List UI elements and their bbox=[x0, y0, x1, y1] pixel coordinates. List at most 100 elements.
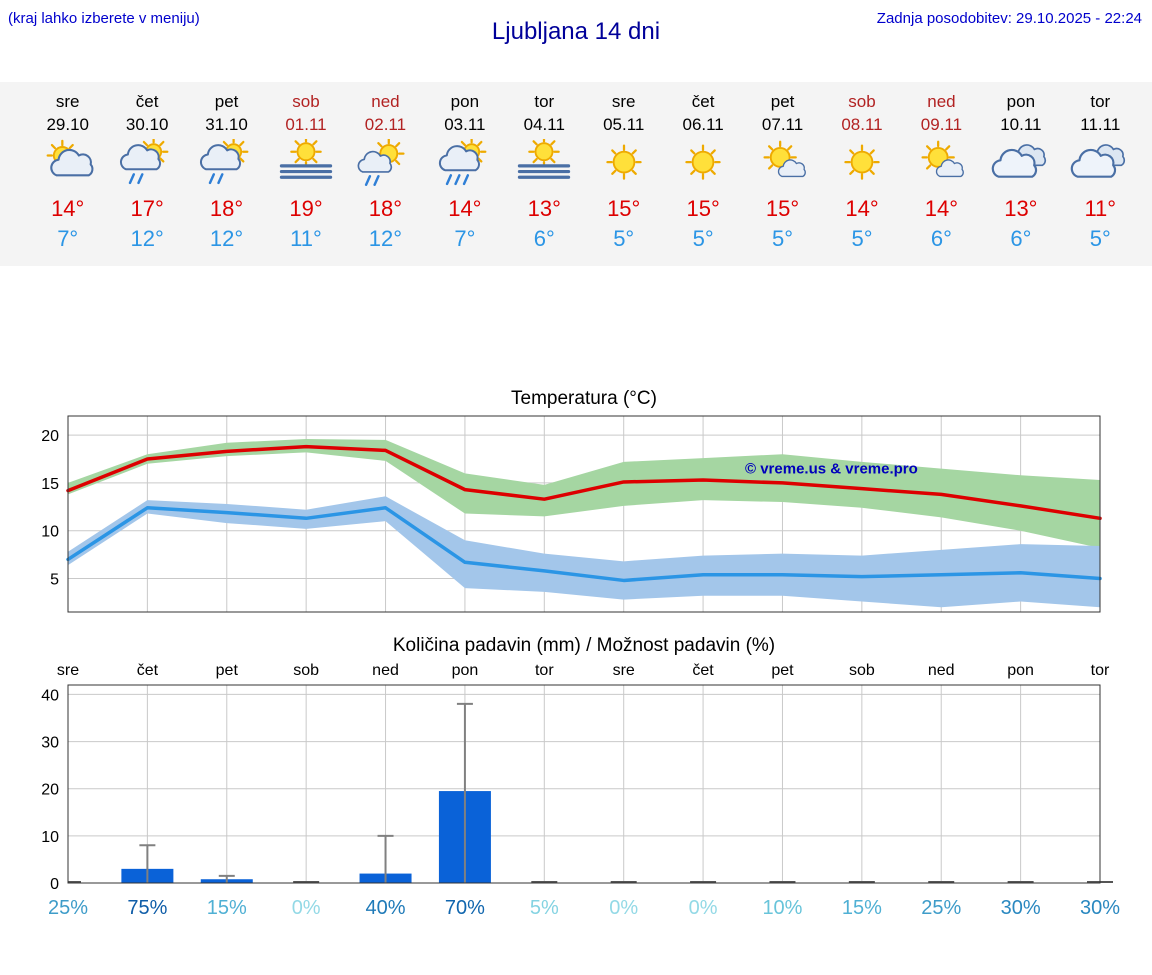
high-temp: 13° bbox=[527, 196, 561, 221]
sunny-icon bbox=[663, 139, 742, 191]
day-date: 03.11 bbox=[444, 115, 486, 134]
precip-probability: 5% bbox=[530, 897, 559, 919]
day-date: 08.11 bbox=[841, 115, 883, 134]
day-name: čet bbox=[691, 92, 715, 111]
low-temp: 5° bbox=[692, 226, 714, 251]
sun-showers-icon bbox=[346, 137, 425, 191]
menu-note: (kraj lahko izberete v meniju) bbox=[8, 10, 200, 27]
temp-ytick: 15 bbox=[41, 476, 59, 493]
precip-probability: 40% bbox=[366, 897, 406, 919]
forecast-day[interactable]: tor 04.11 13° 6° bbox=[505, 92, 584, 252]
forecast-day[interactable]: tor 11.11 11° 5° bbox=[1061, 92, 1140, 252]
forecast-day[interactable]: ned 02.11 18° 12° bbox=[346, 92, 425, 252]
low-temp: 12° bbox=[368, 226, 403, 251]
high-temp: 14° bbox=[845, 196, 879, 221]
forecast-day[interactable]: sob 01.11 19° 11° bbox=[266, 92, 345, 252]
min-temperature-band bbox=[68, 496, 1100, 608]
page-title: Ljubljana 14 dni bbox=[491, 18, 661, 45]
precip-day-label: pet bbox=[771, 662, 794, 679]
precip-probability: 25% bbox=[921, 897, 961, 919]
high-temp: 11° bbox=[1084, 196, 1117, 221]
precip-probability: 0% bbox=[292, 897, 321, 919]
day-name: pon bbox=[450, 92, 480, 111]
zero-bar-tick bbox=[928, 881, 955, 883]
precip-ytick: 20 bbox=[41, 782, 59, 799]
precip-day-label: ned bbox=[372, 662, 399, 679]
forecast-day[interactable]: sob 08.11 14° 5° bbox=[822, 92, 901, 252]
high-temp: 14° bbox=[51, 196, 85, 221]
zero-bar-tick bbox=[690, 881, 717, 883]
high-temp: 15° bbox=[686, 196, 720, 221]
precip-ytick: 30 bbox=[41, 735, 59, 752]
precip-probability: 0% bbox=[609, 897, 638, 919]
header-bar: (kraj lahko izberete v meniju) Ljubljana… bbox=[0, 0, 1152, 58]
zero-bar-tick bbox=[1007, 881, 1034, 883]
precipitation-chart: Količina padavin (mm) / Možnost padavin … bbox=[0, 633, 1152, 932]
day-date: 31.10 bbox=[205, 115, 248, 134]
precip-probability: 30% bbox=[1001, 897, 1041, 919]
temp-ytick: 5 bbox=[50, 572, 59, 589]
precip-probability: 0% bbox=[689, 897, 718, 919]
day-date: 11.11 bbox=[1080, 115, 1121, 134]
precip-probability: 25% bbox=[48, 897, 88, 919]
sun-cloud-icon bbox=[28, 139, 107, 191]
precip-probability: 15% bbox=[207, 897, 247, 919]
precip-chart-title: Količina padavin (mm) / Možnost padavin … bbox=[393, 635, 775, 656]
sun-small-cloud-icon bbox=[902, 139, 981, 191]
sun-small-cloud-icon bbox=[743, 139, 822, 191]
day-date: 01.11 bbox=[285, 115, 327, 134]
day-date: 10.11 bbox=[1000, 115, 1042, 134]
high-temp: 18° bbox=[368, 196, 403, 221]
low-temp: 5° bbox=[851, 226, 873, 251]
low-temp: 6° bbox=[1010, 226, 1032, 251]
day-date: 09.11 bbox=[920, 115, 963, 134]
precip-probability: 15% bbox=[842, 897, 882, 919]
low-temp: 5° bbox=[1089, 226, 1111, 251]
temp-ytick: 20 bbox=[41, 428, 59, 445]
high-temp: 15° bbox=[607, 196, 641, 221]
forecast-day[interactable]: pon 10.11 13° 6° bbox=[981, 92, 1060, 252]
low-temp: 5° bbox=[613, 226, 635, 251]
sun-cloud-rain-icon bbox=[425, 136, 504, 191]
forecast-day[interactable]: pon 03.11 14° 7° bbox=[425, 92, 504, 252]
day-date: 07.11 bbox=[761, 115, 804, 134]
precip-day-label: ned bbox=[928, 662, 955, 679]
day-name: tor bbox=[534, 92, 555, 111]
day-name: sob bbox=[848, 92, 876, 111]
forecast-day[interactable]: čet 30.10 17° 12° bbox=[107, 92, 186, 252]
precip-day-label: sob bbox=[849, 662, 875, 679]
low-temp: 5° bbox=[772, 226, 794, 251]
forecast-day[interactable]: čet 06.11 15° 5° bbox=[663, 92, 742, 252]
day-name: sob bbox=[292, 92, 320, 111]
forecast-day[interactable]: pet 07.11 15° 5° bbox=[743, 92, 822, 252]
precip-day-label: sre bbox=[57, 662, 79, 679]
forecast-day[interactable]: pet 31.10 18° 12° bbox=[187, 92, 266, 252]
forecast-day[interactable]: sre 05.11 15° 5° bbox=[584, 92, 663, 252]
sun-cloud-showers-icon bbox=[107, 136, 186, 191]
precip-ytick: 10 bbox=[41, 829, 59, 846]
precip-probability: 30% bbox=[1080, 897, 1120, 919]
precip-day-label: tor bbox=[1091, 662, 1110, 679]
fog-sun-icon bbox=[266, 135, 345, 191]
max-temperature-line bbox=[66, 444, 1102, 521]
precipitation-chart-svg: Količina padavin (mm) / Možnost padavin … bbox=[41, 635, 1120, 919]
zero-bar-tick bbox=[610, 881, 637, 883]
zero-bar-tick bbox=[293, 881, 320, 883]
zero-bar-tick bbox=[769, 881, 796, 883]
precip-ytick: 0 bbox=[50, 876, 59, 893]
temp-chart-title: Temperatura (°C) bbox=[511, 388, 657, 409]
temp-ytick: 10 bbox=[41, 524, 59, 541]
day-name: ned bbox=[371, 92, 400, 111]
day-date: 05.11 bbox=[603, 115, 645, 134]
day-name: tor bbox=[1090, 92, 1111, 111]
day-date: 04.11 bbox=[523, 115, 565, 134]
precip-probability: 75% bbox=[127, 897, 167, 919]
forecast-day[interactable]: ned 09.11 14° 6° bbox=[902, 92, 981, 252]
forecast-day[interactable]: sre 29.10 14° 7° bbox=[28, 92, 107, 252]
weather-page: (kraj lahko izberete v meniju) Ljubljana… bbox=[0, 0, 1152, 932]
sun-cloud-showers-icon bbox=[187, 136, 266, 191]
day-date: 29.10 bbox=[46, 115, 89, 134]
sunny-icon bbox=[584, 139, 663, 191]
precip-day-label: pet bbox=[216, 662, 239, 679]
precip-day-label: tor bbox=[535, 662, 554, 679]
